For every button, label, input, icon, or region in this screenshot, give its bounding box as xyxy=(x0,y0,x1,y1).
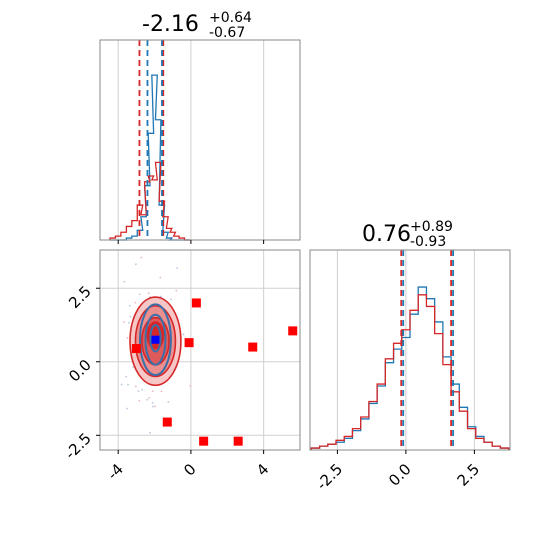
joint-contour-blue xyxy=(149,324,162,353)
joint-y-tick-label: 0.0 xyxy=(65,356,95,386)
y-hist-frame xyxy=(309,249,511,451)
joint-sample-point xyxy=(138,399,141,402)
title-x-value: -2.16 xyxy=(142,12,199,37)
x-hist-series-blue xyxy=(110,74,190,241)
joint-sample-point xyxy=(148,396,151,399)
y-hist-series-red xyxy=(310,294,510,450)
title-y-lower: -0.93 xyxy=(410,234,446,250)
joint-sample-point xyxy=(176,267,179,270)
title-y-parameter: 0.76 +0.89 -0.93 xyxy=(362,219,453,250)
panel-y-histogram: -2.5 0.0 2.5 xyxy=(309,249,511,494)
joint-sample-point xyxy=(170,298,172,301)
joint-sample-point xyxy=(123,280,126,283)
joint-sample-point xyxy=(141,388,144,391)
title-x-upper: +0.64 xyxy=(209,10,252,26)
joint-sample-point xyxy=(134,301,137,304)
joint-sample-point xyxy=(132,366,135,368)
joint-sample-point xyxy=(146,398,149,401)
joint-marker-red xyxy=(131,344,141,354)
joint-sample-point xyxy=(189,384,192,387)
joint-marker-red xyxy=(191,298,201,308)
joint-sample-point xyxy=(167,401,170,403)
joint-plot-area xyxy=(100,244,300,450)
joint-sample-point xyxy=(128,304,131,307)
joint-sample-point xyxy=(134,385,137,388)
joint-sample-point xyxy=(151,405,154,408)
joint-sample-point xyxy=(151,401,154,404)
joint-sample-point xyxy=(159,276,162,279)
joint-sample-point xyxy=(134,263,137,266)
title-x-parameter: -2.16 +0.64 -0.67 xyxy=(142,10,252,41)
joint-sample-point xyxy=(120,383,123,386)
joint-y-tick-label: -2.5 xyxy=(61,429,94,462)
joint-x-tick-label: 0 xyxy=(180,460,199,479)
joint-sample-point xyxy=(123,321,125,323)
joint-x-tick-label: 4 xyxy=(253,460,272,479)
joint-contour-blue xyxy=(144,313,167,366)
title-y-upper: +0.89 xyxy=(410,219,453,235)
joint-sample-point xyxy=(137,390,140,392)
y-hist-tick-label: 0.0 xyxy=(385,460,415,490)
joint-sample-point xyxy=(127,383,129,386)
panel-joint-scatter: -4 0 4 2.5 0.0 -2.5 xyxy=(61,244,301,483)
joint-sample-point xyxy=(128,321,130,324)
joint-y-tick-label: 2.5 xyxy=(65,282,95,312)
joint-contour-blue xyxy=(139,303,172,376)
joint-marker-red xyxy=(288,326,298,336)
joint-sample-point xyxy=(151,390,154,393)
joint-sample-point xyxy=(140,256,143,259)
joint-sample-point xyxy=(166,244,168,246)
joint-sample-point xyxy=(138,293,141,296)
joint-marker-red xyxy=(199,436,209,446)
joint-sample-point xyxy=(126,337,129,339)
joint-sample-point xyxy=(175,289,178,292)
joint-marker-red xyxy=(248,342,258,352)
joint-x-tick-label: -4 xyxy=(104,460,127,483)
x-hist-series-red xyxy=(109,161,190,241)
panel-x-histogram xyxy=(99,39,301,244)
x-hist-frame xyxy=(99,39,301,241)
joint-frame xyxy=(99,249,301,451)
joint-sample-point xyxy=(182,333,185,336)
joint-sample-point xyxy=(125,375,128,378)
joint-sample-point xyxy=(149,431,152,434)
joint-marker-red xyxy=(162,417,172,427)
joint-sample-point xyxy=(129,315,132,318)
y-hist-tick-label: -2.5 xyxy=(313,460,346,493)
title-y-value: 0.76 xyxy=(362,222,411,247)
joint-sample-point xyxy=(153,405,156,408)
joint-marker-red xyxy=(184,338,194,348)
y-hist-tick-label: 2.5 xyxy=(454,460,484,490)
title-x-lower: -0.67 xyxy=(209,25,245,41)
joint-marker-blue xyxy=(151,335,160,344)
joint-sample-point xyxy=(147,292,150,295)
joint-sample-point xyxy=(160,390,163,393)
joint-sample-point xyxy=(126,407,128,410)
joint-marker-red xyxy=(233,436,243,446)
